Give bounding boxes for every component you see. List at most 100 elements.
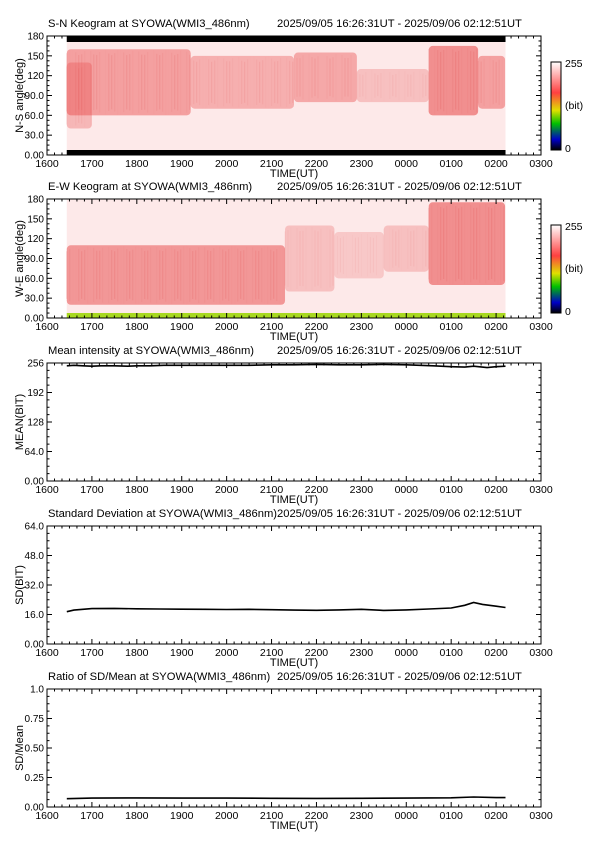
y-tick-label: 0.00: [25, 314, 45, 325]
y-tick-label: 128: [27, 418, 44, 429]
y-tick-label: 120: [27, 234, 44, 245]
x-tick-label: 1900: [170, 321, 194, 333]
x-tick-label: 0300: [529, 158, 553, 170]
y-tick-label: 0.25: [25, 773, 45, 784]
x-tick-label: 1700: [80, 321, 104, 333]
keogram-intensity-band: [285, 225, 335, 292]
y-tick-label: 30.0: [25, 294, 45, 305]
x-tick-label: 0000: [395, 810, 419, 822]
x-axis-label: TIME(UT): [270, 331, 318, 343]
x-tick-label: 0100: [440, 484, 464, 496]
x-tick-label: 1800: [125, 321, 149, 333]
x-tick-label: 1700: [80, 647, 104, 659]
x-tick-label: 2200: [305, 321, 329, 333]
x-axis-label: TIME(UT): [270, 657, 318, 669]
keogram-intensity-band: [190, 55, 294, 109]
x-tick-label: 2100: [260, 158, 284, 170]
x-tick-label: 0100: [440, 321, 464, 333]
x-tick-label: 0000: [395, 647, 419, 659]
x-tick-label: 0000: [395, 484, 419, 496]
colorbar-min-label: 0: [565, 143, 571, 155]
y-tick-label: 90.0: [25, 254, 45, 265]
x-tick-label: 1600: [35, 484, 59, 496]
x-tick-label: 1900: [170, 810, 194, 822]
x-tick-label: 2200: [305, 484, 329, 496]
x-tick-label: 2200: [305, 810, 329, 822]
y-axis-label: SD(BIT): [14, 565, 26, 605]
panel-title: Standard Deviation at SYOWA(WMI3_486nm): [48, 508, 277, 520]
panel-title: Ratio of SD/Mean at SYOWA(WMI3_486nm): [48, 671, 270, 683]
y-tick-label: 180: [27, 195, 44, 206]
y-axis-label: MEAN(BIT): [14, 394, 26, 450]
plot-frame: [46, 362, 542, 482]
x-tick-label: 0100: [440, 810, 464, 822]
y-tick-label: 0.50: [25, 744, 45, 755]
panel-1: S-N Keogram at SYOWA(WMI3_486nm) 2025/09/…: [14, 18, 583, 180]
y-tick-label: 60.0: [25, 111, 45, 122]
x-tick-label: 1800: [125, 647, 149, 659]
y-tick-label: 180: [27, 32, 44, 43]
x-tick-label: 1700: [80, 810, 104, 822]
x-tick-label: 2200: [305, 158, 329, 170]
keogram-intensity-band: [66, 49, 191, 116]
x-tick-label: 0300: [529, 647, 553, 659]
colorbar: [550, 61, 562, 151]
colorbar-unit-label: (bit): [565, 100, 583, 112]
x-tick-label: 2000: [215, 484, 239, 496]
x-tick-label: 1600: [35, 321, 59, 333]
keogram-intensity-band: [334, 232, 384, 279]
x-tick-label: 1600: [35, 810, 59, 822]
x-tick-label: 0200: [484, 810, 508, 822]
x-tick-label: 2300: [350, 810, 374, 822]
x-tick-label: 0300: [529, 810, 553, 822]
y-axis-label: W-E angle(deg): [14, 220, 26, 297]
x-tick-label: 1700: [80, 158, 104, 170]
keogram-intensity-band: [383, 225, 429, 272]
x-tick-label: 1600: [35, 158, 59, 170]
plot-frame: [46, 688, 542, 808]
y-tick-label: 64.0: [25, 447, 45, 458]
keogram-intensity-band: [66, 62, 92, 129]
panel-subtitle: 2025/09/05 16:26:31UT - 2025/09/06 02:12…: [277, 671, 522, 683]
y-tick-label: 0.00: [25, 640, 45, 651]
x-tick-label: 1600: [35, 647, 59, 659]
x-tick-label: 2300: [350, 321, 374, 333]
keogram-top-mask: [66, 36, 506, 42]
x-tick-label: 0000: [395, 321, 419, 333]
x-tick-label: 2300: [350, 484, 374, 496]
x-tick-label: 1900: [170, 484, 194, 496]
keogram-intensity-band: [428, 202, 506, 285]
colorbar-max-label: 255: [565, 221, 583, 233]
x-axis-label: TIME(UT): [270, 494, 318, 506]
y-tick-label: 0.00: [25, 151, 45, 162]
panel-subtitle: 2025/09/05 16:26:31UT - 2025/09/06 02:12…: [277, 18, 522, 30]
y-tick-label: 1.0: [30, 685, 44, 696]
keogram-intensity-band: [356, 69, 429, 103]
plot-frame: [46, 525, 542, 645]
y-tick-label: 16.0: [25, 610, 45, 621]
y-tick-label: 60.0: [25, 274, 45, 285]
y-tick-label: 48.0: [25, 551, 45, 562]
y-tick-label: 32.0: [25, 581, 45, 592]
panel-title: E-W Keogram at SYOWA(WMI3_486nm): [48, 181, 252, 193]
x-tick-label: 1800: [125, 484, 149, 496]
y-tick-label: 256: [27, 359, 44, 370]
y-tick-label: 120: [27, 71, 44, 82]
x-tick-label: 0300: [529, 321, 553, 333]
x-tick-label: 2000: [215, 810, 239, 822]
x-tick-label: 1700: [80, 484, 104, 496]
y-tick-label: 150: [27, 51, 44, 62]
x-tick-label: 2000: [215, 647, 239, 659]
x-tick-label: 0100: [440, 647, 464, 659]
x-tick-label: 1800: [125, 810, 149, 822]
x-tick-label: 2100: [260, 647, 284, 659]
series-line-1: [66, 796, 506, 800]
panel-4: Standard Deviation at SYOWA(WMI3_486nm) 2…: [14, 508, 553, 669]
keogram-intensity-band: [294, 52, 357, 103]
x-tick-label: 2300: [350, 647, 374, 659]
colorbar-unit-label: (bit): [565, 263, 583, 275]
x-tick-label: 0100: [440, 158, 464, 170]
panel-title: S-N Keogram at SYOWA(WMI3_486nm): [48, 18, 250, 30]
x-axis-label: TIME(UT): [270, 168, 318, 180]
